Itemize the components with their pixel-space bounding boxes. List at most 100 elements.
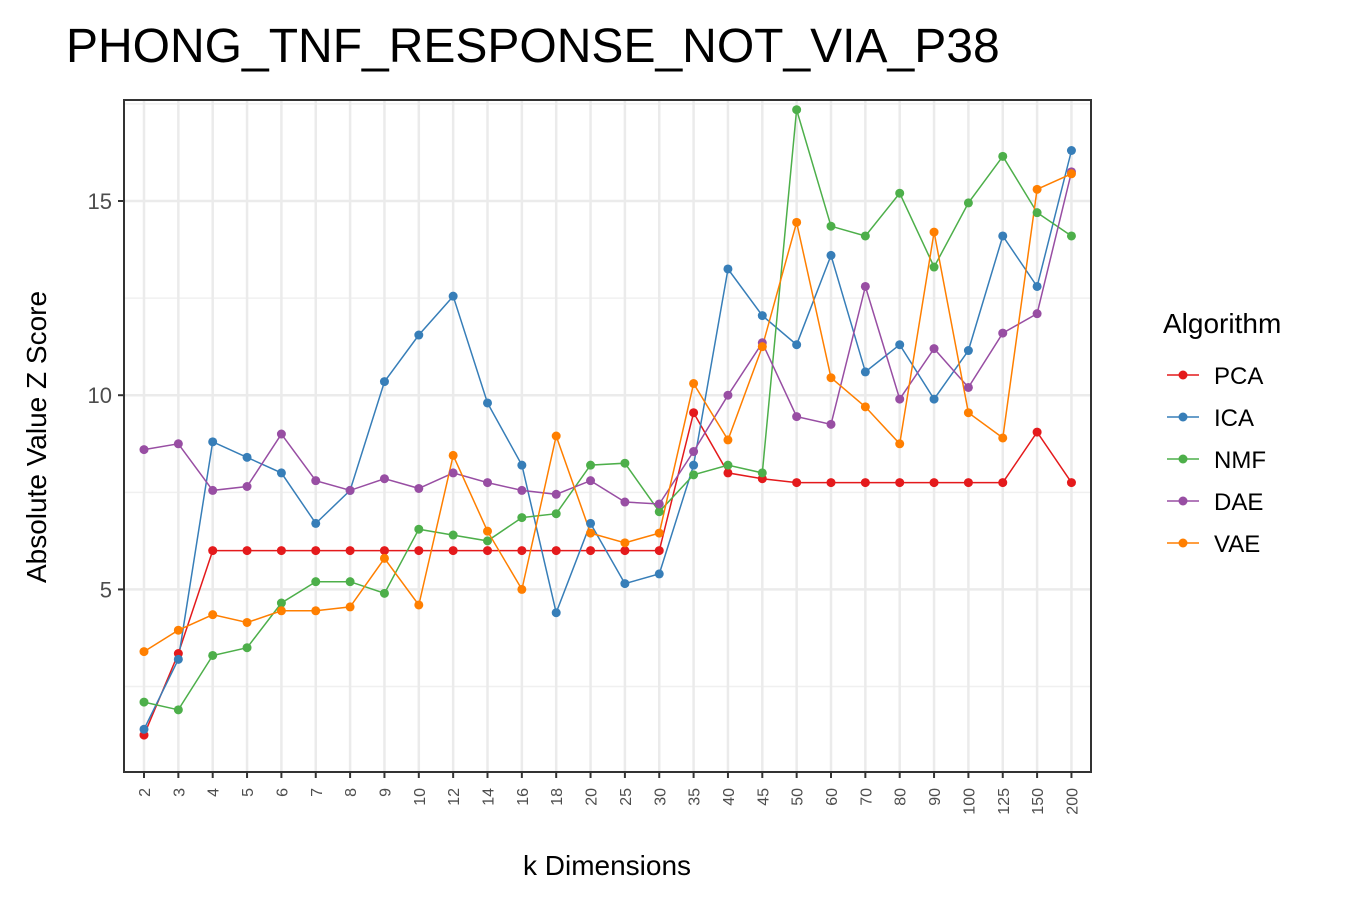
legend-item-dae: DAE xyxy=(1167,489,1263,516)
data-point-vae xyxy=(895,439,905,449)
x-tick-label: 70 xyxy=(858,788,875,806)
x-tick-label: 200 xyxy=(1064,788,1081,815)
data-point-vae xyxy=(860,402,870,412)
data-point-pca xyxy=(311,546,321,556)
data-point-pca xyxy=(551,546,561,556)
data-point-pca xyxy=(792,478,802,488)
plot-panel-border xyxy=(123,99,1092,773)
data-point-ica xyxy=(448,291,458,301)
data-point-pca xyxy=(929,478,939,488)
data-point-nmf xyxy=(414,524,424,534)
data-point-ica xyxy=(757,311,767,321)
legend-key-point xyxy=(1178,454,1188,464)
x-tick-label: 9 xyxy=(377,788,394,797)
data-point-pca xyxy=(483,546,492,556)
x-tick-label: 14 xyxy=(481,788,498,806)
data-point-dae xyxy=(998,328,1008,338)
data-point-pca xyxy=(448,546,458,556)
data-point-ica xyxy=(379,377,389,387)
data-point-nmf xyxy=(276,598,286,608)
x-tick-label: 45 xyxy=(755,788,772,806)
grid-minor xyxy=(124,103,1091,688)
x-tick-label: 3 xyxy=(171,788,188,797)
data-point-pca xyxy=(826,478,836,488)
legend-key-point xyxy=(1178,412,1188,422)
data-point-nmf xyxy=(654,507,664,517)
data-point-vae xyxy=(448,450,458,460)
data-point-dae xyxy=(792,412,802,422)
data-point-vae xyxy=(1032,184,1042,194)
x-tick-label: 25 xyxy=(618,788,635,806)
x-tick-label: 5 xyxy=(240,788,257,797)
legend-label: ICA xyxy=(1214,405,1254,432)
data-point-pca xyxy=(1066,478,1076,488)
x-tick-label: 10 xyxy=(412,788,429,806)
data-point-vae xyxy=(826,373,836,383)
data-point-nmf xyxy=(208,650,218,660)
data-point-dae xyxy=(895,394,905,404)
data-point-vae xyxy=(757,342,767,352)
data-point-vae xyxy=(963,408,973,418)
data-point-dae xyxy=(448,468,458,478)
data-point-nmf xyxy=(139,697,149,707)
data-point-pca xyxy=(620,546,630,556)
x-tick-label: 35 xyxy=(687,788,704,806)
data-point-nmf xyxy=(379,588,389,598)
data-point-dae xyxy=(242,481,252,491)
legend-key-point xyxy=(1178,370,1188,380)
legend-label: PCA xyxy=(1214,363,1263,390)
y-axis-title: Absolute Value Z Score xyxy=(21,291,52,583)
data-point-dae xyxy=(173,439,183,449)
data-point-nmf xyxy=(689,470,699,480)
y-tick-label: 10 xyxy=(88,383,112,408)
data-point-nmf xyxy=(483,536,492,546)
data-point-nmf xyxy=(242,643,252,653)
data-point-vae xyxy=(276,606,286,616)
data-point-dae xyxy=(860,281,870,291)
data-point-nmf xyxy=(1066,231,1076,241)
series-points xyxy=(139,105,1076,740)
legend-key-point xyxy=(1178,538,1188,548)
data-point-pca xyxy=(586,546,596,556)
data-point-ica xyxy=(311,518,321,528)
data-point-dae xyxy=(689,447,699,457)
data-point-vae xyxy=(1066,169,1076,179)
legend-title: Algorithm xyxy=(1163,308,1281,339)
x-tick-label: 6 xyxy=(274,788,291,797)
data-point-pca xyxy=(895,478,905,488)
data-point-nmf xyxy=(311,577,321,587)
x-tick-label: 8 xyxy=(343,788,360,797)
data-point-nmf xyxy=(517,513,527,523)
x-tick-label: 4 xyxy=(206,788,223,797)
legend-label: VAE xyxy=(1214,531,1260,558)
data-point-pca xyxy=(723,468,733,478)
data-point-nmf xyxy=(723,460,733,470)
data-point-dae xyxy=(1032,309,1042,319)
data-point-nmf xyxy=(860,231,870,241)
data-point-dae xyxy=(139,445,149,455)
y-tick-label: 15 xyxy=(88,189,112,214)
data-point-vae xyxy=(414,600,424,610)
data-point-ica xyxy=(208,437,218,447)
data-point-pca xyxy=(998,478,1008,488)
data-point-dae xyxy=(414,483,424,493)
data-point-vae xyxy=(654,528,664,538)
x-tick-label: 40 xyxy=(721,788,738,806)
series-line-nmf xyxy=(143,109,1072,711)
data-point-nmf xyxy=(826,221,836,231)
y-axis: 5 10 15 xyxy=(88,189,124,602)
x-tick-label: 150 xyxy=(1030,788,1047,815)
data-point-nmf xyxy=(173,705,183,715)
data-point-ica xyxy=(551,608,561,618)
x-tick-label: 30 xyxy=(652,788,669,806)
data-point-dae xyxy=(517,485,527,495)
data-point-ica xyxy=(792,340,802,350)
data-point-vae xyxy=(689,379,699,389)
series-line-vae xyxy=(143,173,1072,653)
data-point-pca xyxy=(1032,427,1042,437)
data-point-vae xyxy=(345,602,355,612)
data-point-vae xyxy=(517,584,527,594)
data-point-vae xyxy=(929,227,939,237)
data-point-ica xyxy=(139,724,149,734)
x-tick-label: 16 xyxy=(515,788,532,806)
